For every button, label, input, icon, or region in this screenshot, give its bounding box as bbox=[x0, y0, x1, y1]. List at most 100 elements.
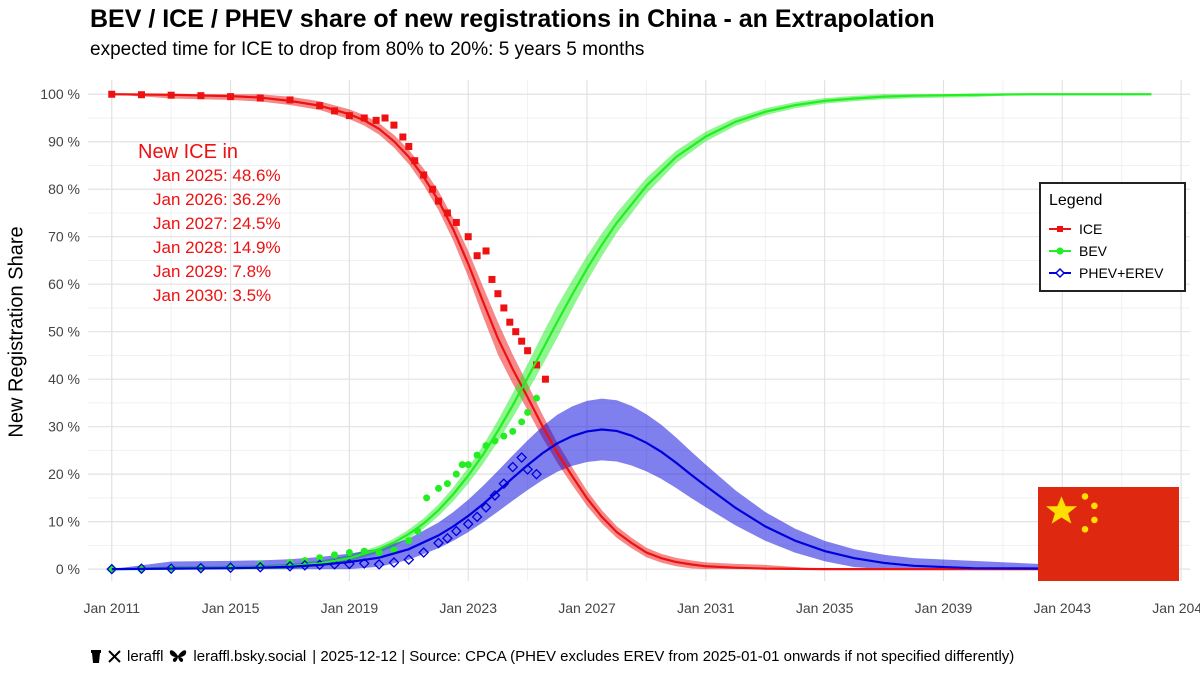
point-phev-erev bbox=[254, 561, 266, 573]
point-phev-erev bbox=[531, 468, 542, 480]
x-tick-label: Jan 2023 bbox=[439, 600, 497, 616]
point-bev bbox=[331, 551, 339, 559]
chart-subtitle: expected time for ICE to drop from 80% t… bbox=[90, 39, 645, 60]
legend-label-phev: PHEV+EREV bbox=[1079, 265, 1164, 281]
legend-label-ice: ICE bbox=[1079, 221, 1103, 237]
point-bev bbox=[518, 418, 526, 426]
y-tick-label: 90 % bbox=[48, 134, 80, 150]
point-phev-erev bbox=[418, 547, 430, 558]
annotation-row: Jan 2030: 3.5% bbox=[153, 286, 272, 305]
point-phev-erev bbox=[433, 537, 444, 549]
annotation-row: Jan 2026: 36.2% bbox=[153, 190, 281, 209]
y-tick-label: 80 % bbox=[48, 181, 80, 197]
point-ice bbox=[420, 171, 428, 179]
x-tick-labels: Jan 2011 Jan 2015 Jan 2019 Jan 2023 Jan 2027… bbox=[83, 600, 1200, 616]
coffee-icon bbox=[91, 650, 101, 663]
x-tick-label: Jan 2027 bbox=[558, 600, 616, 616]
legend-item-phev: PHEV+EREV bbox=[1049, 262, 1176, 284]
legend-item-ice: ICE bbox=[1049, 218, 1176, 240]
fit-line-bev bbox=[111, 93, 1152, 571]
point-ice bbox=[345, 112, 353, 120]
bluesky-butterfly-icon bbox=[170, 650, 187, 662]
ice-forecast-annotation: New ICE in Jan 2025: 48.6% Jan 2026: 36.… bbox=[138, 140, 281, 308]
y-tick-label: 60 % bbox=[48, 276, 80, 292]
point-ice bbox=[443, 209, 451, 217]
point-ice bbox=[541, 375, 549, 383]
point-phev-erev bbox=[136, 563, 147, 575]
footer-bluesky: leraffl.bsky.social bbox=[193, 648, 307, 665]
point-bev bbox=[458, 461, 466, 469]
point-ice bbox=[405, 142, 413, 150]
y-tick-label: 70 % bbox=[48, 229, 80, 245]
point-phev-erev bbox=[507, 461, 519, 473]
point-phev-erev bbox=[195, 562, 207, 574]
point-ice bbox=[512, 328, 520, 336]
point-ice bbox=[533, 361, 541, 369]
point-ice bbox=[500, 304, 508, 312]
point-bev bbox=[452, 470, 460, 478]
point-ice bbox=[494, 290, 502, 298]
point-phev-erev bbox=[373, 558, 385, 570]
y-tick-label: 100 % bbox=[40, 86, 80, 102]
point-bev bbox=[464, 461, 472, 469]
legend-title: Legend bbox=[1049, 192, 1103, 209]
x-tick-label: Jan 2019 bbox=[321, 600, 379, 616]
point-bev bbox=[509, 427, 517, 435]
point-bev bbox=[435, 484, 443, 492]
point-ice bbox=[506, 318, 514, 326]
x-tick-label: Jan 2035 bbox=[796, 600, 854, 616]
point-phev-erev bbox=[480, 501, 492, 513]
point-phev-erev bbox=[471, 511, 483, 523]
annotation-row: Jan 2027: 24.5% bbox=[153, 214, 281, 233]
y-tick-label: 30 % bbox=[48, 419, 80, 435]
point-ice bbox=[452, 218, 460, 226]
point-phev-erev bbox=[106, 563, 118, 575]
point-ice bbox=[473, 252, 481, 260]
point-bev bbox=[316, 554, 324, 562]
point-phev-erev bbox=[388, 557, 400, 568]
footer-handle: leraffl bbox=[127, 648, 164, 665]
point-ice bbox=[399, 133, 407, 141]
fit-line-phev-erev bbox=[111, 428, 1152, 571]
y-tick-label: 20 % bbox=[48, 466, 80, 482]
point-bev bbox=[256, 560, 264, 568]
footer: leraffl leraffl.bsky.social | 2025-12-12… bbox=[90, 648, 1020, 665]
point-bev bbox=[405, 537, 413, 545]
annotation-row: Jan 2028: 14.9% bbox=[153, 238, 281, 257]
y-tick-label: 40 % bbox=[48, 371, 80, 387]
footer-info: | 2025-12-12 | Source: CPCA (PHEV exclud… bbox=[312, 648, 1015, 665]
legend-key-ice bbox=[1049, 226, 1071, 232]
y-tick-label: 50 % bbox=[48, 324, 80, 340]
point-ice bbox=[390, 121, 398, 129]
annotation-row: Jan 2029: 7.8% bbox=[153, 262, 272, 281]
y-tick-label: 0 % bbox=[56, 561, 80, 577]
legend-key-bev bbox=[1049, 247, 1071, 255]
point-ice bbox=[488, 275, 496, 283]
legend-label-bev: BEV bbox=[1079, 243, 1108, 259]
annotation-heading: New ICE in bbox=[138, 141, 239, 163]
point-phev-erev bbox=[489, 490, 501, 501]
legend: Legend ICE BEV PHEV+EREV bbox=[1039, 182, 1186, 292]
point-bev bbox=[423, 494, 431, 502]
x-tick-label: Jan 2031 bbox=[677, 600, 735, 616]
point-phev-erev bbox=[462, 518, 474, 530]
band-phev-erev bbox=[111, 398, 1152, 570]
point-ice bbox=[464, 233, 472, 241]
china-flag-icon bbox=[1038, 487, 1179, 581]
point-bev bbox=[345, 549, 353, 557]
x-tick-label: Jan 2011 bbox=[83, 600, 140, 616]
point-phev-erev bbox=[284, 560, 296, 572]
point-phev-erev bbox=[450, 525, 462, 537]
fit-line-ice bbox=[111, 93, 1152, 571]
point-bev bbox=[533, 394, 541, 402]
confidence-bands bbox=[111, 94, 1152, 570]
point-bev bbox=[443, 480, 451, 488]
point-phev-erev bbox=[441, 532, 453, 544]
x-tick-label: Jan 2043 bbox=[1033, 600, 1091, 616]
point-ice bbox=[518, 337, 526, 345]
x-tick-label: Jan 2047 bbox=[1152, 600, 1200, 616]
point-phev-erev bbox=[403, 554, 415, 566]
point-ice bbox=[411, 157, 419, 165]
point-ice bbox=[360, 114, 368, 122]
